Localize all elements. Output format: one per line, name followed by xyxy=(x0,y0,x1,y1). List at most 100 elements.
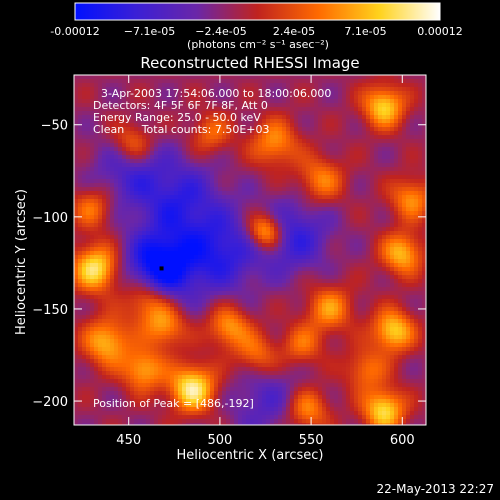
heatmap-cell xyxy=(270,251,275,256)
heatmap-cell xyxy=(182,127,187,132)
heatmap-cell xyxy=(394,155,399,160)
heatmap-cell xyxy=(354,243,359,248)
heatmap-cell xyxy=(294,135,299,140)
heatmap-cell xyxy=(106,211,111,216)
heatmap-cell xyxy=(322,179,327,184)
heatmap-cell xyxy=(130,111,135,116)
heatmap-cell xyxy=(274,131,279,136)
heatmap-cell xyxy=(154,103,159,108)
heatmap-cell xyxy=(110,287,115,292)
heatmap-cell xyxy=(114,147,119,152)
heatmap-cell xyxy=(422,167,426,172)
heatmap-cell xyxy=(338,271,343,276)
heatmap-cell xyxy=(182,271,187,276)
heatmap-cell xyxy=(230,135,235,140)
heatmap-cell xyxy=(402,199,407,204)
heatmap-cell xyxy=(90,175,95,180)
colorbar-ticks: -0.00012 −7.1e-05 −2.4e-05 2.4e-05 7.1e-05 0.… xyxy=(50,25,462,38)
heatmap-cell xyxy=(74,275,79,280)
heatmap-cell xyxy=(182,159,187,164)
heatmap-cell xyxy=(122,191,127,196)
heatmap-cell xyxy=(362,223,367,228)
heatmap-cell xyxy=(366,131,371,136)
heatmap-cell xyxy=(314,291,319,296)
heatmap-cell xyxy=(398,195,403,200)
heatmap-cell xyxy=(362,179,367,184)
heatmap-cell xyxy=(282,179,287,184)
heatmap-cell xyxy=(186,123,191,128)
heatmap-cell xyxy=(118,275,123,280)
heatmap-cell xyxy=(362,175,367,180)
heatmap-cell xyxy=(298,191,303,196)
heatmap-cell xyxy=(358,295,363,300)
heatmap-cell xyxy=(382,211,387,216)
heatmap-cell xyxy=(298,91,303,96)
heatmap-cell xyxy=(138,119,143,124)
heatmap-cell xyxy=(406,91,411,96)
heatmap-cell xyxy=(262,175,267,180)
heatmap-cell xyxy=(226,195,231,200)
heatmap-cell xyxy=(202,135,207,140)
heatmap-cell xyxy=(90,231,95,236)
heatmap-cell xyxy=(182,183,187,188)
heatmap-cell xyxy=(234,235,239,240)
heatmap-cell xyxy=(86,211,91,216)
heatmap-cell xyxy=(182,191,187,196)
heatmap-cell xyxy=(314,179,319,184)
heatmap-cell xyxy=(302,175,307,180)
heatmap-cell xyxy=(322,255,327,260)
heatmap-cell xyxy=(258,79,263,84)
heatmap-cell xyxy=(262,203,267,208)
heatmap-cell xyxy=(98,107,103,112)
heatmap-cell xyxy=(290,283,295,288)
heatmap-cell xyxy=(198,227,203,232)
heatmap-cell xyxy=(238,91,243,96)
heatmap-cell xyxy=(362,287,367,292)
heatmap-cell xyxy=(286,127,291,132)
heatmap-cell xyxy=(150,83,155,88)
heatmap-cell xyxy=(402,79,407,84)
heatmap-cell xyxy=(418,91,423,96)
heatmap-cell xyxy=(238,119,243,124)
heatmap-cell xyxy=(378,203,383,208)
heatmap-cell xyxy=(230,211,235,216)
heatmap-cell xyxy=(298,103,303,108)
heatmap-cell xyxy=(286,187,291,192)
heatmap-cell xyxy=(246,259,251,264)
heatmap-cell xyxy=(126,283,131,288)
heatmap-cell xyxy=(102,115,107,120)
heatmap-cell xyxy=(102,203,107,208)
heatmap-cell xyxy=(238,207,243,212)
heatmap-cell xyxy=(258,195,263,200)
heatmap-cell xyxy=(150,195,155,200)
heatmap-cell xyxy=(410,259,415,264)
heatmap-cell xyxy=(174,231,179,236)
heatmap-cell xyxy=(122,115,127,120)
heatmap-cell xyxy=(282,135,287,140)
heatmap-cell xyxy=(98,167,103,172)
heatmap-cell xyxy=(226,199,231,204)
heatmap-cell xyxy=(310,215,315,220)
heatmap-cell xyxy=(362,99,367,104)
heatmap-cell xyxy=(278,295,283,300)
heatmap-cell xyxy=(342,171,347,176)
heatmap-cell xyxy=(82,223,87,228)
heatmap-cell xyxy=(174,79,179,84)
heatmap-cell xyxy=(238,191,243,196)
heatmap-cell xyxy=(270,167,275,172)
heatmap-cell xyxy=(354,187,359,192)
heatmap-cell xyxy=(406,267,411,272)
heatmap-cell xyxy=(406,167,411,172)
heatmap-cell xyxy=(102,231,107,236)
heatmap-cell xyxy=(226,135,231,140)
heatmap-cell xyxy=(338,231,343,236)
heatmap-cell xyxy=(310,155,315,160)
heatmap-cell xyxy=(422,275,426,280)
heatmap-cell xyxy=(266,207,271,212)
heatmap-cell xyxy=(278,267,283,272)
heatmap-cell xyxy=(418,167,423,172)
heatmap-cell xyxy=(410,175,415,180)
heatmap-cell xyxy=(422,227,426,232)
heatmap-cell xyxy=(394,163,399,168)
heatmap-cell xyxy=(90,191,95,196)
